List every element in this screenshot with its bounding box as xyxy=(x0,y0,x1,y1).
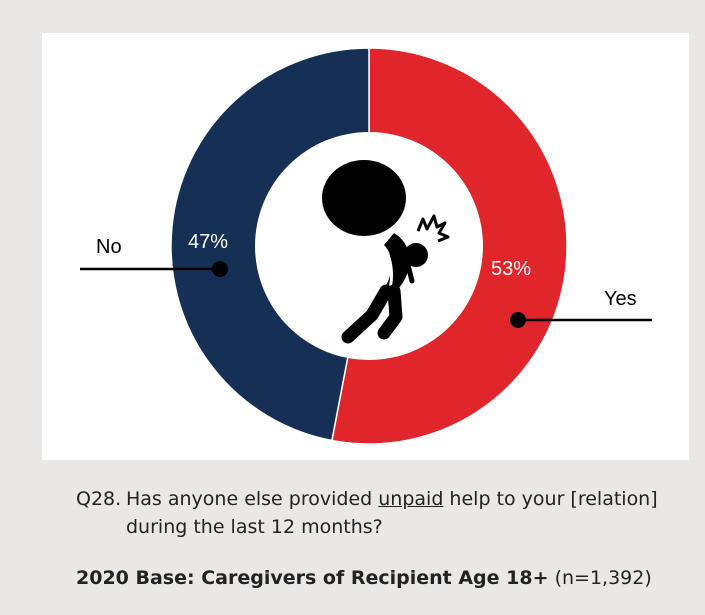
base-count: (n=1,392) xyxy=(554,567,652,589)
base-note: 2020 Base: Caregivers of Recipient Age 1… xyxy=(76,567,652,589)
person-carrying-heavy-burden-icon xyxy=(322,160,450,344)
donut-chart: No Yes 47% 53% xyxy=(80,47,652,445)
question-underlined-word: unpaid xyxy=(378,488,444,510)
no-category-label: No xyxy=(96,236,122,258)
yes-leader-line xyxy=(510,312,652,328)
base-label: 2020 Base: Caregivers of Recipient Age 1… xyxy=(76,567,549,589)
question-number: Q28. xyxy=(76,488,122,510)
question-text-after: help to your [relation] during the last … xyxy=(126,488,658,538)
question-text: Q28. Has anyone else provided unpaid hel… xyxy=(76,485,676,541)
yes-value-label: 53% xyxy=(491,258,531,280)
donut-hole xyxy=(255,132,483,360)
no-value-label: 47% xyxy=(188,231,228,253)
question-text-before: Has anyone else provided xyxy=(126,488,379,510)
question-body: Has anyone else provided unpaid help to … xyxy=(126,485,676,541)
yes-category-label: Yes xyxy=(604,288,637,310)
no-leader-line xyxy=(80,261,228,277)
chart-panel: No Yes 47% 53% xyxy=(42,33,689,460)
